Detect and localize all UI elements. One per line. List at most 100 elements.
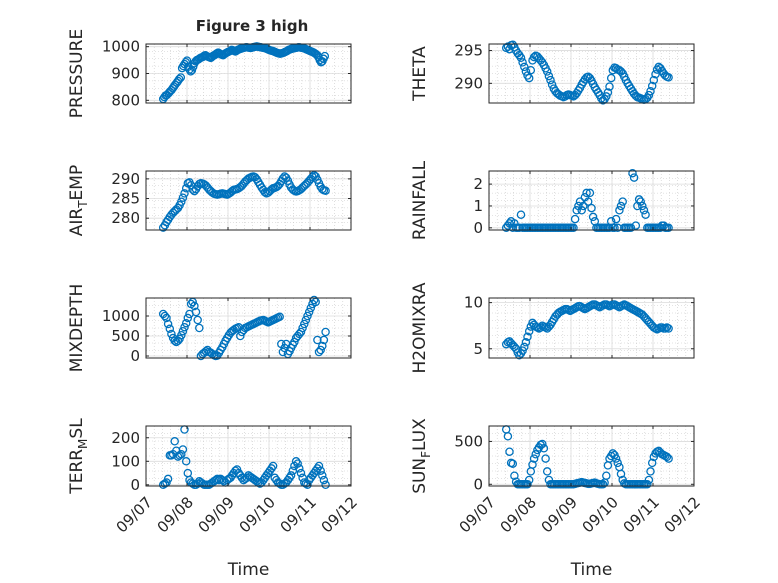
- data-point: [521, 338, 531, 347]
- data-point: [162, 313, 171, 323]
- data-point: [597, 94, 606, 103]
- y-axis-label: PRESSURE: [67, 29, 87, 118]
- y-tick-label: 290: [111, 170, 140, 188]
- data-point: [286, 471, 296, 480]
- y-tick-label: 0: [473, 219, 483, 237]
- data-point: [610, 223, 619, 233]
- data-point: [649, 75, 659, 85]
- data-point: [538, 439, 547, 449]
- y-axis-label: SUNFLUX: [410, 418, 433, 494]
- data-point: [646, 86, 655, 96]
- y-tick-label: 0: [130, 476, 140, 494]
- y-tick-label: 0: [130, 347, 140, 365]
- data-point: [177, 197, 186, 206]
- data-point: [180, 322, 189, 332]
- axes-box: [145, 297, 352, 359]
- y-tick-label: 900: [111, 65, 140, 83]
- data-point: [516, 53, 526, 63]
- data-point: [178, 326, 188, 336]
- data-point: [572, 206, 581, 215]
- data-point: [321, 480, 330, 490]
- axes-box: [488, 43, 695, 104]
- data-point: [605, 82, 614, 91]
- y-axis-label-sub: T: [76, 200, 90, 209]
- y-axis-label: THETA: [410, 46, 430, 102]
- y-tick-label: 500: [111, 327, 140, 345]
- data-point: [303, 480, 312, 490]
- data-point: [316, 466, 325, 475]
- data-point: [191, 307, 201, 317]
- data-point: [181, 457, 191, 466]
- data-point: [275, 312, 284, 322]
- subplot-4: 0 1 2 RAINFALL: [410, 160, 695, 240]
- data-point: [163, 474, 173, 484]
- y-axis-label-main: TERR: [67, 449, 87, 495]
- x-tick-label: 09/08: [154, 493, 197, 536]
- data-point: [647, 458, 657, 468]
- data-point: [615, 206, 624, 215]
- data-point: [662, 452, 672, 462]
- y-axis-label-sub: M: [76, 439, 90, 449]
- y-tick-label: 295: [454, 42, 483, 60]
- data-point: [510, 471, 519, 480]
- data-point: [170, 437, 179, 446]
- data-point: [165, 324, 175, 334]
- data-point: [634, 195, 644, 204]
- data-point: [541, 454, 550, 463]
- y-axis-label: TERRMSL: [67, 418, 90, 495]
- data-point: [664, 73, 673, 82]
- y-axis-label-main: THETA: [410, 46, 430, 102]
- data-point: [523, 480, 532, 489]
- subplot-5: 0 500 1000 MIXDEPTH: [67, 284, 352, 372]
- data-point: [611, 214, 621, 224]
- data-point: [528, 460, 537, 469]
- figure-title: Figure 3 high: [196, 17, 309, 35]
- data-point: [300, 319, 309, 329]
- axes-box: [145, 170, 352, 231]
- data-point: [182, 56, 192, 65]
- subplot-6: 5 10 H2OMIXRA: [410, 282, 695, 374]
- data-point: [177, 449, 186, 459]
- data-point: [651, 69, 660, 79]
- data-point: [306, 303, 316, 313]
- y-axis-label: AIRTEMP: [67, 165, 90, 236]
- data-point: [278, 174, 288, 183]
- data-point: [518, 58, 527, 67]
- data-point: [531, 450, 540, 459]
- y-axis-label-sub: F: [419, 451, 433, 458]
- data-point: [613, 458, 622, 468]
- data-point: [298, 323, 307, 333]
- axes-box: [488, 170, 695, 231]
- data-point: [318, 471, 327, 480]
- data-point: [524, 475, 534, 485]
- data-point: [547, 80, 557, 89]
- data-point: [318, 341, 327, 351]
- data-point: [606, 73, 616, 83]
- x-tick-label: 09/12: [661, 493, 704, 536]
- y-tick-label: 280: [111, 209, 140, 227]
- data-point: [320, 51, 330, 61]
- data-point: [664, 324, 673, 333]
- y-tick-label: 285: [111, 190, 140, 208]
- data-point: [524, 73, 534, 83]
- data-point: [588, 212, 598, 222]
- subplot-2: 290 295 THETA: [410, 40, 695, 105]
- data-point: [524, 326, 534, 336]
- data-point: [629, 173, 639, 182]
- data-point: [180, 189, 189, 198]
- data-point: [526, 65, 536, 75]
- data-point: [603, 88, 613, 97]
- data-point: [516, 210, 526, 219]
- data-point: [542, 67, 552, 76]
- data-point: [628, 168, 637, 178]
- x-axis-label: Time: [570, 560, 613, 580]
- data-point: [520, 342, 529, 352]
- data-point: [544, 71, 554, 81]
- y-axis-label: RAINFALL: [410, 160, 430, 240]
- x-tick-label: 09/12: [318, 493, 361, 536]
- y-axis-label-rest: LUX: [410, 418, 430, 451]
- x-tick-label: 09/10: [579, 493, 622, 536]
- y-tick-label: 1: [473, 197, 483, 215]
- data-point: [304, 307, 314, 317]
